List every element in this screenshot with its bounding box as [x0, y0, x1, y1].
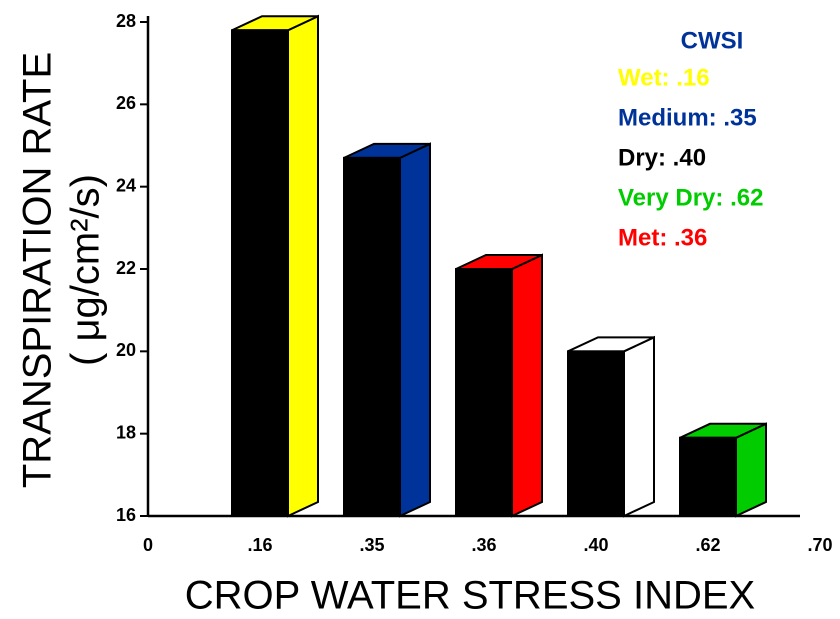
- bar-front: [343, 156, 401, 517]
- y-tick-label: 18: [116, 422, 136, 442]
- y-tick-label: 26: [116, 93, 136, 113]
- bar-side: [511, 253, 543, 518]
- y-tick-label: 20: [116, 340, 136, 360]
- legend-entry: Met: .36: [618, 224, 707, 251]
- bar-side: [399, 142, 431, 518]
- legend-entry: Dry: .40: [618, 144, 706, 171]
- legend-entry: Medium: .35: [618, 104, 757, 131]
- y-tick-label: 22: [116, 258, 136, 278]
- bar-side: [287, 14, 319, 518]
- y-tick-label: 28: [116, 11, 136, 31]
- x-tick-label: .35: [359, 535, 384, 555]
- x-tick-label: .62: [695, 535, 720, 555]
- x-tick-label: 0: [143, 535, 153, 555]
- bar: [343, 142, 431, 518]
- legend-title: CWSI: [681, 27, 744, 54]
- x-tick-label: .40: [583, 535, 608, 555]
- y-tick-label: 24: [116, 175, 136, 195]
- legend-entry: Very Dry: .62: [618, 184, 763, 211]
- x-tick-label: .70: [807, 535, 832, 555]
- y-axis-label: TRANSPIRATION RATE: [16, 52, 60, 488]
- bar-front: [679, 436, 737, 517]
- bar: [455, 253, 543, 518]
- x-axis-label: CROP WATER STRESS INDEX: [185, 574, 755, 618]
- bar-front: [231, 29, 289, 517]
- y-axis-unit: ( μg/cm²/s): [64, 174, 108, 366]
- y-tick-label: 16: [116, 505, 136, 525]
- bar-side: [623, 335, 655, 518]
- x-tick-label: .36: [471, 535, 496, 555]
- x-tick-label: .16: [247, 535, 272, 555]
- bar-side: [735, 422, 767, 518]
- bar: [567, 335, 655, 518]
- legend-entry: Wet: .16: [618, 64, 710, 91]
- bar: [231, 14, 319, 518]
- bar: [679, 422, 767, 518]
- bar-front: [567, 350, 625, 517]
- bar-front: [455, 268, 513, 517]
